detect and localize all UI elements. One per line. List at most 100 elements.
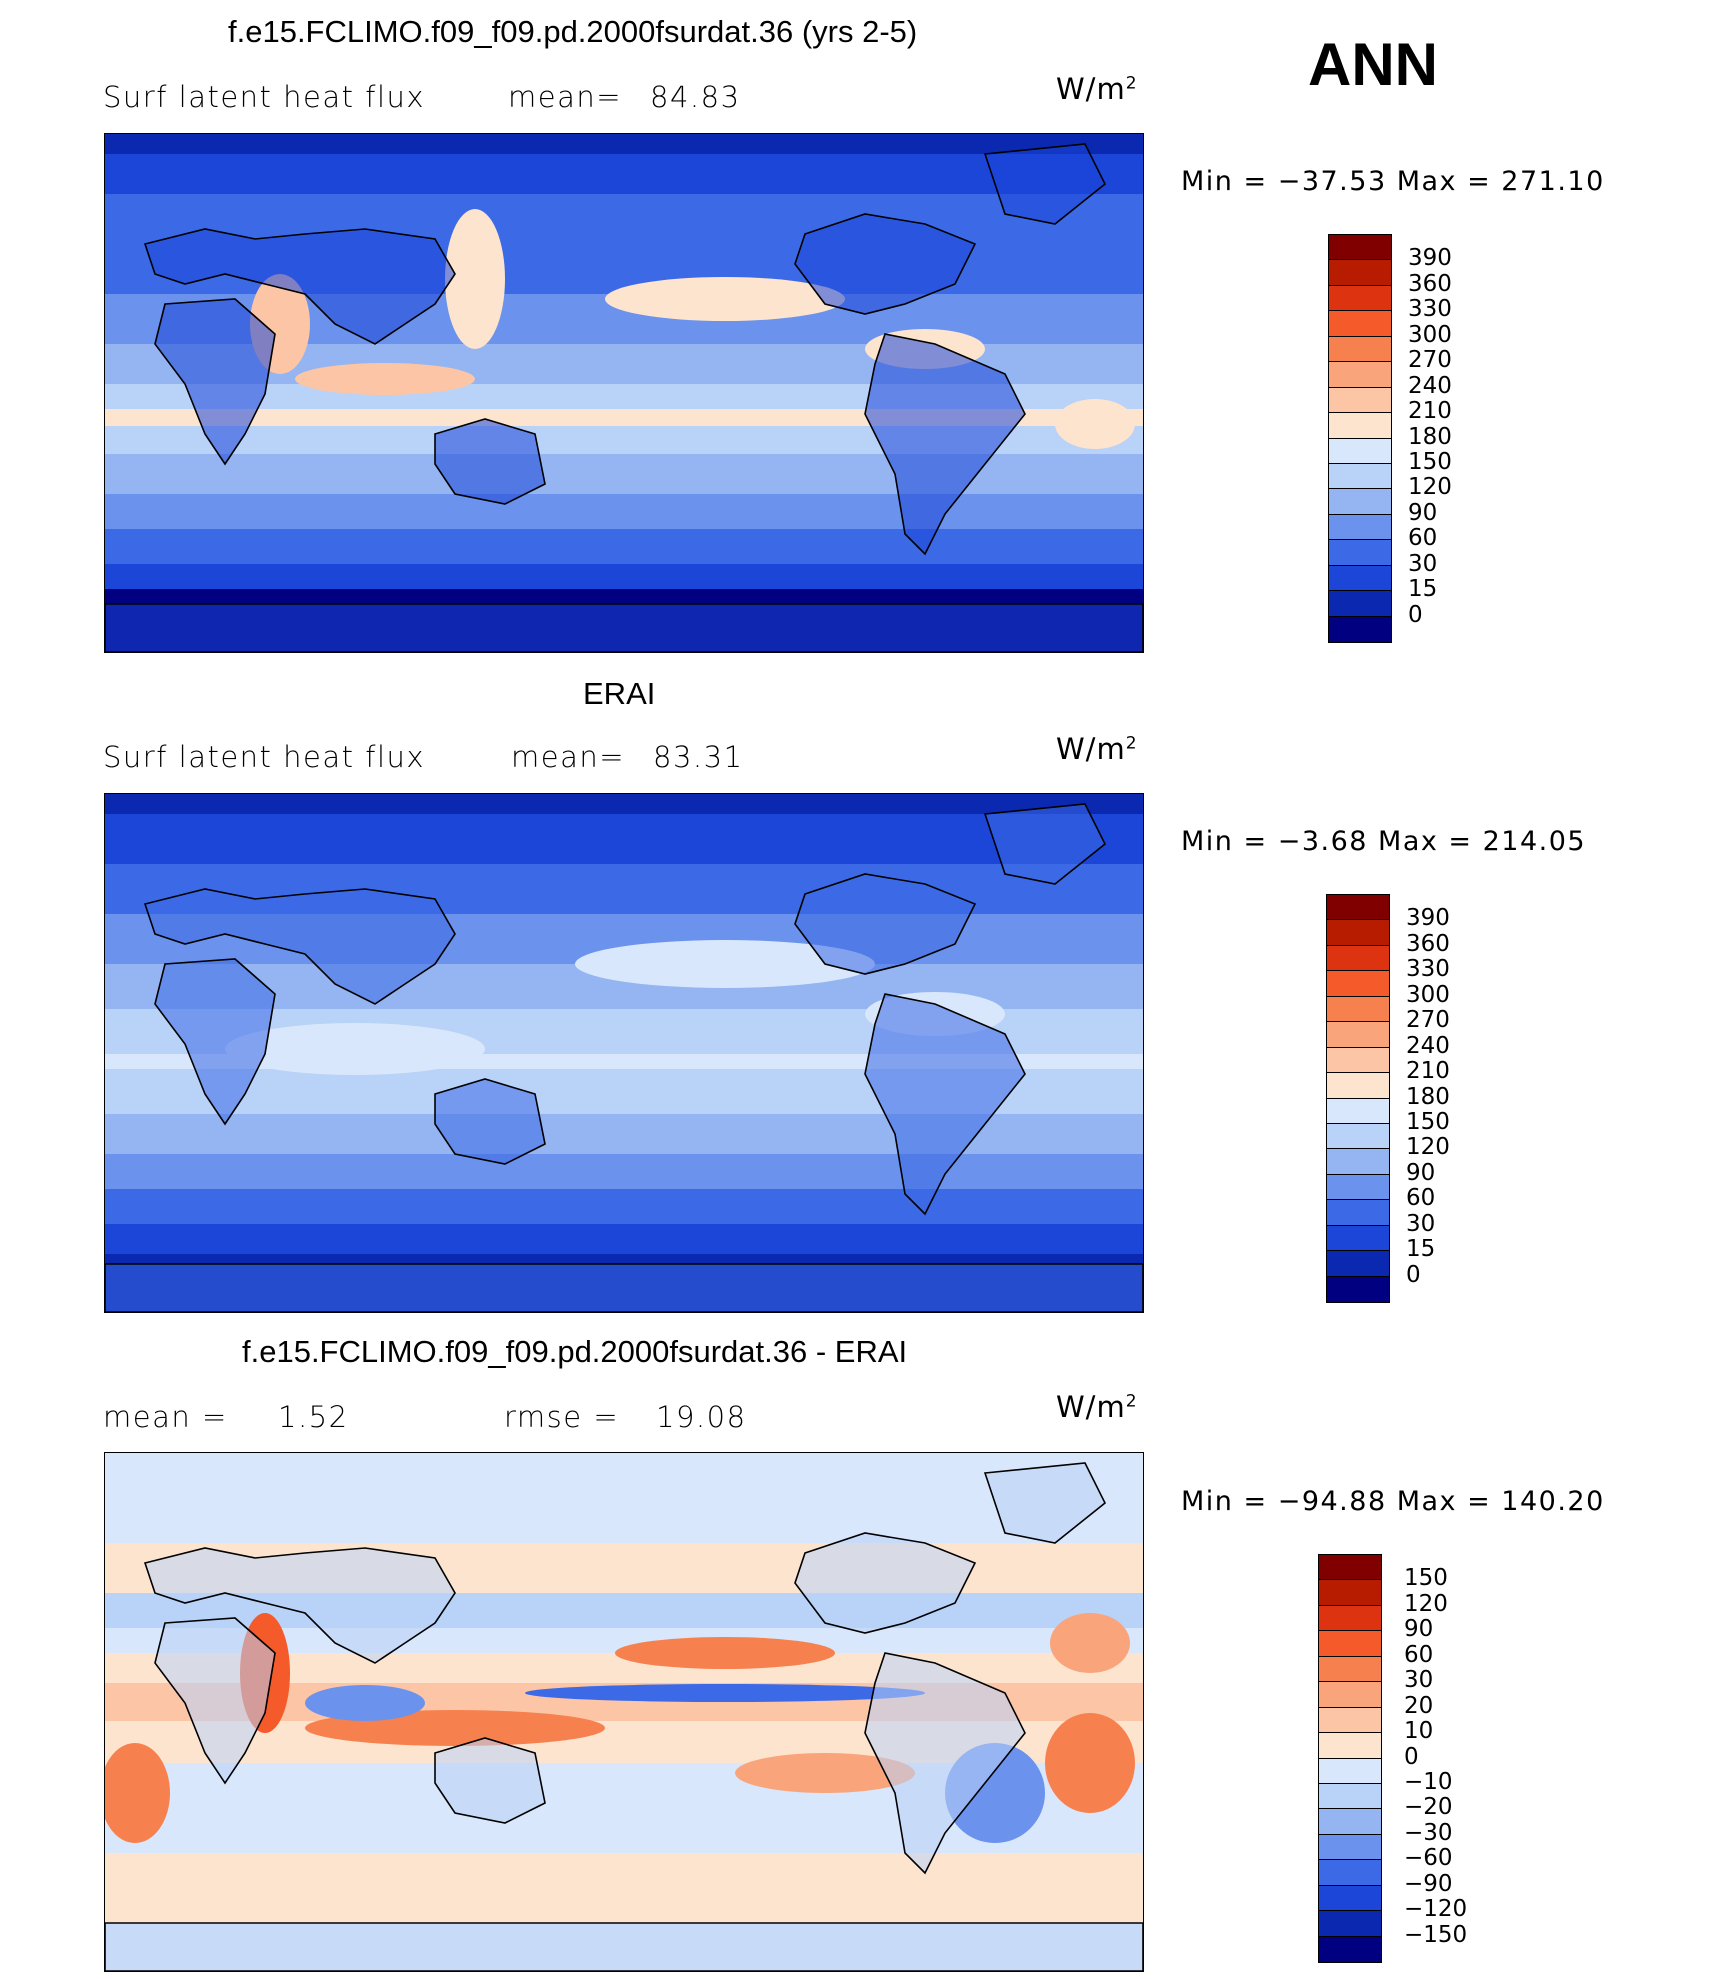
coastline bbox=[434, 418, 546, 505]
map-band bbox=[105, 814, 1143, 864]
panel3-colorbar bbox=[1318, 1554, 1382, 1963]
colorbar-tick-label: −150 bbox=[1404, 1921, 1468, 1948]
colorbar-swatch bbox=[1327, 1073, 1389, 1099]
colorbar-swatch bbox=[1327, 996, 1389, 1023]
coastline bbox=[864, 1652, 1026, 1875]
colorbar-tick-label: 0 bbox=[1404, 1743, 1419, 1770]
colorbar-tick-label: −60 bbox=[1404, 1845, 1453, 1872]
map-field-blob bbox=[105, 1743, 170, 1843]
colorbar-tick-label: 90 bbox=[1406, 1159, 1436, 1186]
panel1-units: W/m2 bbox=[1056, 72, 1138, 106]
map-band bbox=[105, 794, 1143, 814]
colorbar-swatch bbox=[1327, 1225, 1389, 1252]
colorbar-tick-label: 150 bbox=[1408, 448, 1452, 475]
colorbar-tick-label: 240 bbox=[1406, 1032, 1450, 1059]
colorbar-tick-label: 390 bbox=[1406, 905, 1450, 932]
colorbar-tick-label: 390 bbox=[1408, 245, 1452, 272]
map-band bbox=[105, 1189, 1143, 1224]
panel2-colorbar-labels: 390 360 330 300 270 240 210 180 150 120 90 60 30 15 0 bbox=[1406, 894, 1486, 1301]
colorbar-swatch bbox=[1319, 1707, 1381, 1734]
map-band bbox=[105, 1154, 1143, 1189]
colorbar-swatch bbox=[1319, 1860, 1381, 1886]
panel1-mean-label: mean= bbox=[508, 80, 623, 114]
colorbar-tick-label: 30 bbox=[1408, 550, 1438, 577]
colorbar-tick-label: 180 bbox=[1408, 423, 1452, 450]
colorbar-swatch bbox=[1327, 1276, 1389, 1302]
colorbar-swatch bbox=[1329, 362, 1391, 388]
colorbar-swatch bbox=[1327, 945, 1389, 972]
panel3-colorbar-labels: 150 120 90 60 30 20 10 0 −10 −20 −30 −60 −90 −120 −150 bbox=[1404, 1554, 1494, 1961]
panel3-map bbox=[104, 1452, 1144, 1972]
colorbar-tick-label: 240 bbox=[1408, 372, 1452, 399]
map-field-blob bbox=[575, 940, 875, 988]
colorbar-swatch bbox=[1329, 565, 1391, 592]
colorbar-swatch bbox=[1327, 1200, 1389, 1226]
map-field-blob bbox=[1055, 399, 1135, 449]
panel3-minmax: Min = −94.88 Max = 140.20 bbox=[1181, 1486, 1605, 1517]
colorbar-tick-label: 120 bbox=[1404, 1590, 1448, 1617]
colorbar-swatch bbox=[1327, 895, 1389, 921]
colorbar-swatch bbox=[1319, 1885, 1381, 1912]
coastline bbox=[794, 213, 977, 315]
colorbar-swatch bbox=[1329, 616, 1391, 642]
colorbar-swatch bbox=[1329, 336, 1391, 363]
colorbar-swatch bbox=[1329, 413, 1391, 439]
coastline bbox=[154, 298, 276, 466]
season-label: ANN bbox=[1308, 31, 1438, 98]
colorbar-tick-label: 150 bbox=[1406, 1108, 1450, 1135]
colorbar-swatch bbox=[1329, 285, 1391, 312]
colorbar-swatch bbox=[1327, 1149, 1389, 1175]
colorbar-swatch bbox=[1329, 540, 1391, 566]
colorbar-tick-label: 30 bbox=[1404, 1667, 1434, 1694]
colorbar-swatch bbox=[1319, 1733, 1381, 1759]
panel1-map bbox=[104, 133, 1144, 653]
colorbar-tick-label: −10 bbox=[1404, 1768, 1453, 1795]
panel3-rmse-label: rmse = bbox=[504, 1400, 620, 1434]
colorbar-swatch bbox=[1327, 1022, 1389, 1048]
colorbar-tick-label: −90 bbox=[1404, 1870, 1453, 1897]
colorbar-swatch bbox=[1329, 591, 1391, 617]
map-band bbox=[105, 154, 1143, 194]
map-band bbox=[105, 134, 1143, 154]
map-field-blob bbox=[1050, 1613, 1130, 1673]
colorbar-tick-label: 0 bbox=[1406, 1261, 1421, 1288]
colorbar-swatch bbox=[1319, 1911, 1381, 1937]
colorbar-tick-label: −20 bbox=[1404, 1794, 1453, 1821]
colorbar-swatch bbox=[1329, 438, 1391, 464]
map-field-blob bbox=[1045, 1713, 1135, 1813]
colorbar-swatch bbox=[1319, 1580, 1381, 1606]
colorbar-tick-label: 210 bbox=[1408, 398, 1452, 425]
coastline bbox=[794, 873, 977, 975]
colorbar-swatch bbox=[1327, 971, 1389, 997]
colorbar-tick-label: 60 bbox=[1406, 1185, 1436, 1212]
panel2-minmax: Min = −3.68 Max = 214.05 bbox=[1181, 826, 1587, 857]
map-field-blob bbox=[295, 363, 475, 395]
colorbar-tick-label: 270 bbox=[1408, 347, 1452, 374]
panel2-map bbox=[104, 793, 1144, 1313]
coastline bbox=[983, 803, 1107, 885]
coastline bbox=[983, 1462, 1107, 1544]
colorbar-tick-label: 60 bbox=[1408, 525, 1438, 552]
colorbar-tick-label: 300 bbox=[1406, 981, 1450, 1008]
panel2-mean-value: 83.31 bbox=[653, 740, 744, 774]
colorbar-swatch bbox=[1327, 920, 1389, 946]
colorbar-tick-label: 180 bbox=[1406, 1083, 1450, 1110]
map-band bbox=[105, 494, 1143, 529]
coastline bbox=[154, 958, 276, 1126]
colorbar-tick-label: 360 bbox=[1406, 930, 1450, 957]
coastline bbox=[143, 1547, 456, 1664]
map-field-blob bbox=[615, 1637, 835, 1669]
coastline bbox=[143, 228, 456, 345]
colorbar-swatch bbox=[1329, 235, 1391, 261]
colorbar-tick-label: 270 bbox=[1406, 1007, 1450, 1034]
colorbar-swatch bbox=[1319, 1936, 1381, 1962]
colorbar-swatch bbox=[1319, 1555, 1381, 1581]
colorbar-swatch bbox=[1327, 1047, 1389, 1074]
panel1-variable: Surf latent heat flux bbox=[103, 80, 426, 114]
colorbar-swatch bbox=[1329, 489, 1391, 515]
map-band bbox=[105, 564, 1143, 589]
colorbar-tick-label: 90 bbox=[1408, 499, 1438, 526]
colorbar-tick-label: 360 bbox=[1408, 270, 1452, 297]
map-band bbox=[105, 1453, 1143, 1543]
panel2-variable: Surf latent heat flux bbox=[103, 740, 426, 774]
